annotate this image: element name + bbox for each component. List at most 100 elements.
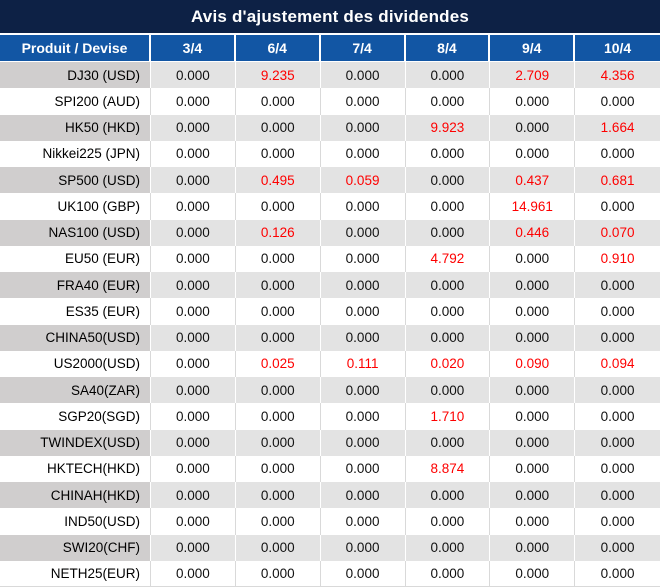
product-cell: NETH25(EUR): [0, 560, 151, 586]
value-cell: 0.000: [151, 140, 236, 167]
value-cell: 0.000: [405, 167, 491, 194]
value-cell: 0.111: [321, 350, 406, 377]
value-cell: 0.000: [235, 429, 321, 456]
value-cell: 0.094: [600, 356, 635, 372]
value-cell: 0.000: [600, 461, 635, 477]
value-cell: 0.910: [600, 251, 635, 267]
value-cell: 0.000: [236, 508, 321, 535]
column-header-product-devise: Produit / Devise: [0, 35, 151, 61]
table-title: Avis d'ajustement des dividendes: [0, 0, 660, 35]
value-cell: 0.000: [151, 245, 236, 272]
value-cell: 0.000: [405, 62, 491, 89]
value-cell: 0.446: [490, 219, 576, 246]
value-cell: 0.000: [405, 272, 491, 299]
table-row: IND50(USD) 0.000 0.000 0.000 0.000 0.000 0.000: [0, 508, 660, 535]
value-cell: 0.000: [575, 429, 660, 456]
value-cell: 0.000: [600, 146, 635, 162]
product-cell: CHINAH(HKD): [0, 482, 151, 509]
value-cell: 0.000: [406, 508, 491, 535]
table-row: US2000(USD) 0.000 0.025 0.111 0.020 0.090 0.09…: [0, 350, 660, 377]
value-cell: 1.710: [406, 403, 491, 430]
value-cell: 0.000: [151, 377, 236, 404]
table-row: SA40(ZAR) 0.000 0.000 0.000 0.000 0.000 0.000: [0, 377, 660, 404]
product-cell: SA40(ZAR): [0, 377, 151, 404]
column-header-date-8-4: 8/4: [406, 35, 491, 61]
product-cell: IND50(USD): [0, 508, 151, 535]
value-cell: 0.000: [406, 193, 491, 220]
value-cell: 0.000: [490, 534, 576, 561]
value-cell: 9.923: [405, 114, 491, 141]
value-cell: 0.000: [490, 114, 576, 141]
value-cell: 0.059: [320, 167, 406, 194]
value-cell: 0.000: [490, 324, 576, 351]
product-cell: HK50 (HKD): [0, 114, 151, 141]
product-cell: CHINA50(USD): [0, 324, 151, 351]
value-cell: 0.000: [575, 272, 660, 299]
value-cell: 0.000: [320, 324, 406, 351]
column-header-date-6-4: 6/4: [236, 35, 321, 61]
value-cell: 0.000: [235, 272, 321, 299]
value-cell: 0.000: [405, 324, 491, 351]
value-cell: 0.000: [321, 508, 406, 535]
value-cell: 0.000: [235, 377, 321, 404]
product-cell: DJ30 (USD): [0, 62, 151, 89]
value-cell: 0.000: [490, 508, 576, 535]
value-cell: 0.000: [405, 429, 491, 456]
value-cell: 0.000: [406, 88, 491, 115]
value-cell: 0.000: [490, 403, 576, 430]
value-cell: 0.000: [235, 324, 321, 351]
table-row: NETH25(EUR) 0.000 0.000 0.000 0.000 0.000 0.00…: [0, 560, 660, 586]
value-cell: 0.000: [320, 534, 406, 561]
product-cell: EU50 (EUR): [0, 245, 151, 272]
table-row: SGP20(SGD) 0.000 0.000 0.000 1.710 0.000 0.000: [0, 403, 660, 430]
value-cell: 0.000: [151, 88, 236, 115]
value-cell: 0.000: [151, 324, 236, 351]
value-cell: 0.000: [151, 193, 236, 220]
value-cell: 0.000: [151, 219, 236, 246]
value-cell: 0.000: [151, 167, 236, 194]
value-cell: 0.000: [151, 62, 236, 89]
value-cell: 0.000: [236, 88, 321, 115]
value-cell: 9.235: [235, 62, 321, 89]
value-cell: 0.000: [321, 245, 406, 272]
value-cell: 0.000: [320, 429, 406, 456]
value-cell: 0.000: [405, 534, 491, 561]
value-cell: 0.000: [490, 560, 576, 586]
value-cell: 0.000: [151, 482, 236, 509]
value-cell: 0.025: [236, 350, 321, 377]
value-cell: 0.000: [151, 534, 236, 561]
value-cell: 14.961: [490, 193, 576, 220]
value-cell: 0.000: [320, 377, 406, 404]
value-cell: 0.000: [575, 482, 660, 509]
value-cell: 0.000: [236, 193, 321, 220]
value-cell: 0.000: [151, 350, 236, 377]
value-cell: 0.000: [490, 298, 576, 325]
value-cell: 0.000: [405, 219, 491, 246]
value-cell: 0.000: [490, 88, 576, 115]
product-cell: SWI20(CHF): [0, 534, 151, 561]
value-cell: 0.000: [575, 377, 660, 404]
table-row: Nikkei225 (JPN) 0.000 0.000 0.000 0.000 0.000…: [0, 140, 660, 167]
table-row: ES35 (EUR) 0.000 0.000 0.000 0.000 0.000 0.000: [0, 298, 660, 325]
value-cell: 0.000: [320, 272, 406, 299]
column-header-date-10-4: 10/4: [603, 40, 632, 56]
value-cell: 0.000: [236, 245, 321, 272]
value-cell: 0.000: [575, 534, 660, 561]
value-cell: 0.000: [321, 298, 406, 325]
table-row: DJ30 (USD) 0.000 9.235 0.000 0.000 2.709 4.356: [0, 62, 660, 89]
value-cell: 8.874: [406, 455, 491, 482]
value-cell: 0.000: [575, 324, 660, 351]
value-cell: 0.000: [236, 403, 321, 430]
table-row: HKTECH(HKD) 0.000 0.000 0.000 8.874 0.000 0.00…: [0, 455, 660, 482]
value-cell: 0.000: [600, 303, 635, 319]
table-row: HK50 (HKD) 0.000 0.000 0.000 9.923 0.000 1.664: [0, 114, 660, 141]
value-cell: 0.000: [490, 377, 576, 404]
value-cell: 0.000: [600, 93, 635, 109]
product-cell: FRA40 (EUR): [0, 272, 151, 299]
table-row: SWI20(CHF) 0.000 0.000 0.000 0.000 0.000 0.000: [0, 534, 660, 561]
value-cell: 0.000: [151, 403, 236, 430]
value-cell: 0.000: [600, 513, 635, 529]
product-cell: Nikkei225 (JPN): [0, 140, 151, 167]
value-cell: 2.709: [490, 62, 576, 89]
product-cell: SPI200 (AUD): [0, 88, 151, 115]
